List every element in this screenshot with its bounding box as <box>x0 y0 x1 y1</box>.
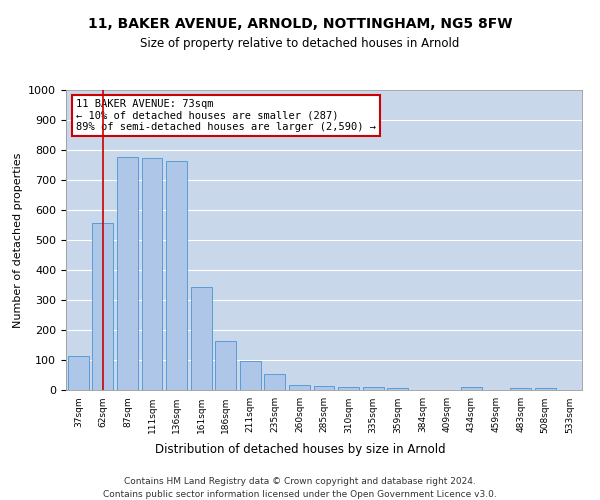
Text: Size of property relative to detached houses in Arnold: Size of property relative to detached ho… <box>140 38 460 51</box>
Bar <box>117 156 138 390</box>
Text: 11 BAKER AVENUE: 73sqm
← 10% of detached houses are smaller (287)
89% of semi-de: 11 BAKER AVENUE: 73sqm ← 10% of detached… <box>76 99 376 132</box>
Bar <box>166 162 187 390</box>
Bar <box>289 385 310 390</box>
Bar <box>338 387 359 390</box>
Y-axis label: Number of detached properties: Number of detached properties <box>13 152 23 328</box>
Bar <box>142 158 163 390</box>
Bar <box>92 223 113 390</box>
Bar <box>387 388 408 390</box>
Bar <box>240 361 261 390</box>
Bar <box>68 356 89 390</box>
Bar <box>265 374 286 390</box>
Bar <box>362 387 383 390</box>
Text: 11, BAKER AVENUE, ARNOLD, NOTTINGHAM, NG5 8FW: 11, BAKER AVENUE, ARNOLD, NOTTINGHAM, NG… <box>88 18 512 32</box>
Bar <box>215 340 236 390</box>
Bar <box>535 388 556 390</box>
Text: Distribution of detached houses by size in Arnold: Distribution of detached houses by size … <box>155 442 445 456</box>
Bar <box>461 387 482 390</box>
Text: Contains public sector information licensed under the Open Government Licence v3: Contains public sector information licen… <box>103 490 497 499</box>
Bar <box>510 388 531 390</box>
Bar <box>314 386 334 390</box>
Bar <box>191 287 212 390</box>
Text: Contains HM Land Registry data © Crown copyright and database right 2024.: Contains HM Land Registry data © Crown c… <box>124 478 476 486</box>
